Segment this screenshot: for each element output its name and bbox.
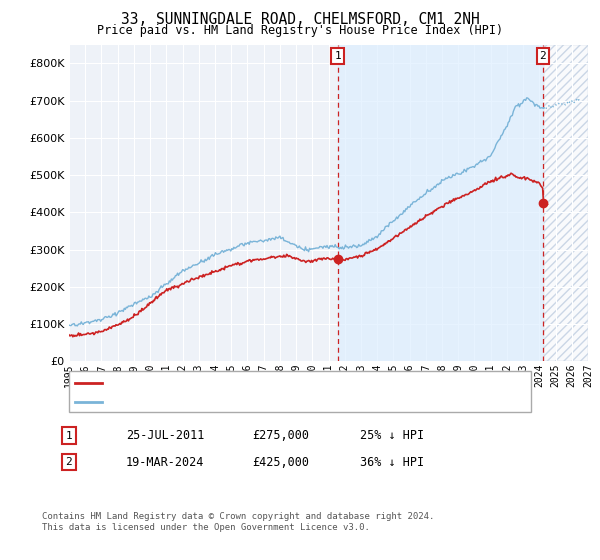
Bar: [338, 45, 543, 361]
Bar: [544, 45, 588, 361]
Text: 1: 1: [334, 51, 341, 61]
Text: Contains HM Land Registry data © Crown copyright and database right 2024.
This d: Contains HM Land Registry data © Crown c…: [42, 512, 434, 532]
Bar: [544, 45, 588, 361]
Text: 25-JUL-2011: 25-JUL-2011: [126, 429, 205, 442]
Text: 19-MAR-2024: 19-MAR-2024: [126, 455, 205, 469]
Text: 2: 2: [539, 51, 546, 61]
Text: HPI: Average price, detached house, Chelmsford: HPI: Average price, detached house, Chel…: [108, 396, 395, 407]
Text: 36% ↓ HPI: 36% ↓ HPI: [360, 455, 424, 469]
Text: 2: 2: [65, 457, 73, 467]
Text: 33, SUNNINGDALE ROAD, CHELMSFORD, CM1 2NH (detached house): 33, SUNNINGDALE ROAD, CHELMSFORD, CM1 2N…: [108, 377, 470, 388]
Text: 25% ↓ HPI: 25% ↓ HPI: [360, 429, 424, 442]
Text: £275,000: £275,000: [252, 429, 309, 442]
Text: Price paid vs. HM Land Registry's House Price Index (HPI): Price paid vs. HM Land Registry's House …: [97, 24, 503, 37]
Text: 1: 1: [65, 431, 73, 441]
Text: 33, SUNNINGDALE ROAD, CHELMSFORD, CM1 2NH: 33, SUNNINGDALE ROAD, CHELMSFORD, CM1 2N…: [121, 12, 479, 27]
Text: £425,000: £425,000: [252, 455, 309, 469]
Bar: [544, 45, 588, 361]
